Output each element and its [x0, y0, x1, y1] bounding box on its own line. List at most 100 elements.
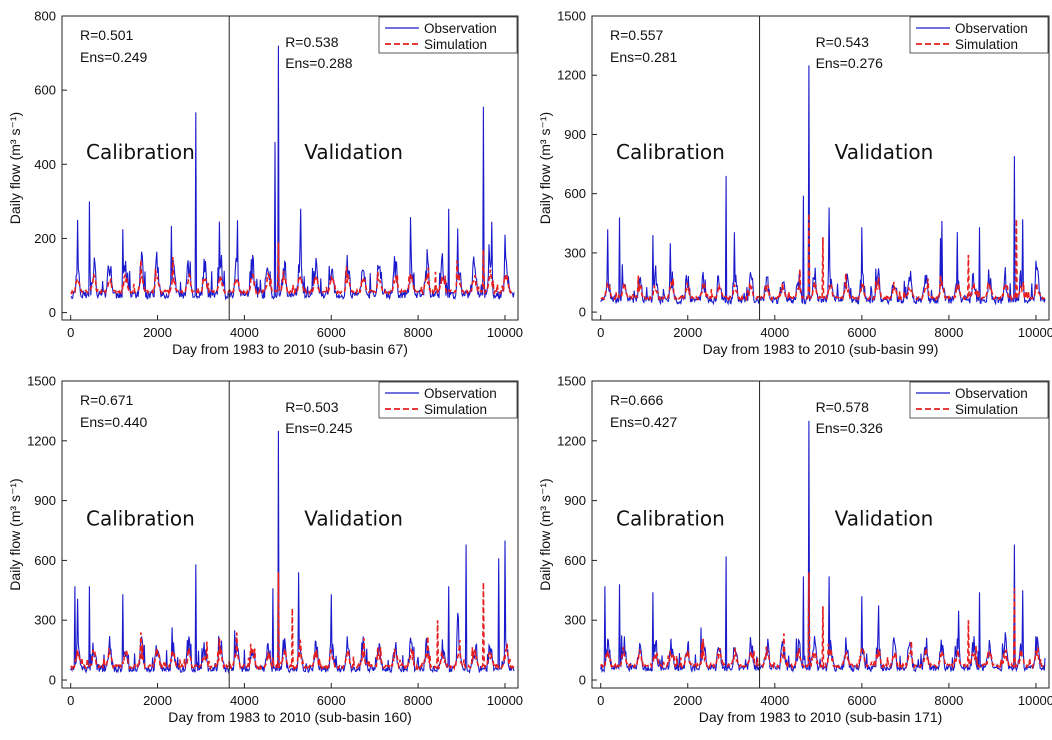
x-tick-label: 8000 [404, 325, 433, 340]
legend-box [378, 381, 518, 419]
y-tick-label: 900 [34, 493, 56, 508]
calibration-ens: Ens=0.281 [610, 49, 678, 65]
calibration-r: R=0.666 [610, 392, 664, 408]
calibration-r: R=0.557 [610, 27, 664, 43]
y-axis-label: Daily flow (m³ s⁻¹) [537, 478, 553, 590]
plot-frame [591, 380, 1050, 689]
chart-panel-160: 0 2000 4000 6000 8000 10000 0 300 600 900 1200 1500… [7, 374, 523, 726]
phase-label-calibration: Calibration [86, 140, 195, 164]
y-tick-label: 0 [579, 673, 586, 688]
x-tick-label: 4000 [230, 693, 259, 708]
legend-label-simulation: Simulation [955, 402, 1018, 417]
legend-label-simulation: Simulation [424, 402, 487, 417]
y-tick-label: 900 [564, 493, 586, 508]
y-axis-label: Daily flow (m³ s⁻¹) [7, 112, 23, 224]
x-tick-label: 10000 [1018, 693, 1052, 708]
phase-label-validation: Validation [835, 140, 934, 164]
phase-label-calibration: Calibration [616, 506, 725, 530]
y-tick-label: 600 [564, 186, 586, 201]
chart-panel-67: 0 2000 4000 6000 8000 10000 0 200 400 600 800 Day f… [7, 9, 523, 358]
validation-ens: Ens=0.276 [816, 55, 884, 71]
x-tick-label: 4000 [230, 325, 259, 340]
x-tick-label: 0 [67, 325, 74, 340]
x-tick-label: 6000 [317, 325, 346, 340]
series-line-simulation [599, 572, 1046, 670]
plot-frame [61, 380, 519, 689]
x-tick-label: 2000 [673, 693, 702, 708]
x-tick-label: 4000 [760, 325, 789, 340]
x-tick-label: 6000 [317, 693, 346, 708]
legend-label-simulation: Simulation [424, 37, 487, 52]
legend-label-simulation: Simulation [955, 37, 1018, 52]
x-axis-label: Day from 1983 to 2010 (sub-basin 99) [703, 341, 939, 357]
x-tick-label: 10000 [487, 693, 523, 708]
y-tick-label: 300 [34, 613, 56, 628]
y-tick-label: 800 [34, 9, 56, 24]
x-axis-label: Day from 1983 to 2010 (sub-basin 171) [699, 709, 943, 725]
calibration-ens: Ens=0.427 [610, 414, 678, 430]
legend-box [378, 16, 518, 54]
series-line-simulation [600, 213, 1045, 302]
x-tick-label: 6000 [847, 325, 876, 340]
legend-label-observation: Observation [955, 21, 1028, 36]
legend-label-observation: Observation [424, 386, 497, 401]
y-tick-label: 600 [34, 83, 56, 98]
y-tick-label: 200 [34, 231, 56, 246]
x-tick-label: 0 [67, 693, 74, 708]
chart-panel-171: 0 2000 4000 6000 8000 10000 0 300 600 900 1200 1500… [537, 374, 1052, 726]
validation-r: R=0.538 [285, 34, 339, 50]
legend-label-observation: Observation [424, 21, 497, 36]
x-tick-label: 10000 [487, 325, 523, 340]
series-line-simulation [70, 572, 515, 672]
x-tick-label: 8000 [934, 693, 963, 708]
calibration-r: R=0.501 [80, 27, 134, 43]
y-axis-label: Daily flow (m³ s⁻¹) [537, 112, 553, 224]
x-tick-label: 6000 [847, 693, 876, 708]
x-tick-label: 0 [597, 325, 604, 340]
y-tick-label: 400 [34, 157, 56, 172]
x-tick-label: 2000 [143, 325, 172, 340]
x-tick-label: 2000 [673, 325, 702, 340]
y-tick-label: 1200 [557, 68, 586, 83]
series-line-observation [70, 45, 515, 301]
x-tick-label: 8000 [934, 325, 963, 340]
x-tick-label: 0 [597, 693, 604, 708]
validation-ens: Ens=0.245 [285, 420, 353, 436]
y-tick-label: 0 [579, 305, 586, 320]
plot-frame [591, 15, 1050, 321]
phase-label-calibration: Calibration [86, 506, 195, 530]
series-line-simulation [70, 242, 515, 296]
y-axis-label: Daily flow (m³ s⁻¹) [7, 478, 23, 590]
y-tick-label: 300 [564, 613, 586, 628]
y-tick-label: 1200 [557, 433, 586, 448]
y-tick-label: 600 [34, 553, 56, 568]
legend-label-observation: Observation [955, 386, 1028, 401]
calibration-ens: Ens=0.249 [80, 49, 148, 65]
x-axis-label: Day from 1983 to 2010 (sub-basin 160) [168, 709, 412, 725]
y-tick-label: 1500 [557, 9, 586, 24]
y-tick-label: 1200 [27, 433, 56, 448]
validation-r: R=0.578 [816, 399, 870, 415]
validation-ens: Ens=0.288 [285, 55, 353, 71]
calibration-r: R=0.671 [80, 392, 134, 408]
y-tick-label: 900 [564, 127, 586, 142]
x-tick-label: 8000 [404, 693, 433, 708]
phase-label-calibration: Calibration [616, 140, 725, 164]
series-line-observation [600, 420, 1046, 674]
plot-frame [61, 15, 519, 321]
y-tick-label: 0 [49, 305, 56, 320]
validation-r: R=0.503 [285, 399, 339, 415]
y-tick-label: 600 [564, 553, 586, 568]
y-tick-label: 0 [49, 673, 56, 688]
y-tick-label: 300 [564, 245, 586, 260]
phase-label-validation: Validation [304, 140, 403, 164]
y-tick-label: 1500 [27, 374, 56, 389]
x-axis-label: Day from 1983 to 2010 (sub-basin 67) [172, 341, 408, 357]
x-tick-label: 4000 [760, 693, 789, 708]
phase-label-validation: Validation [835, 506, 934, 530]
